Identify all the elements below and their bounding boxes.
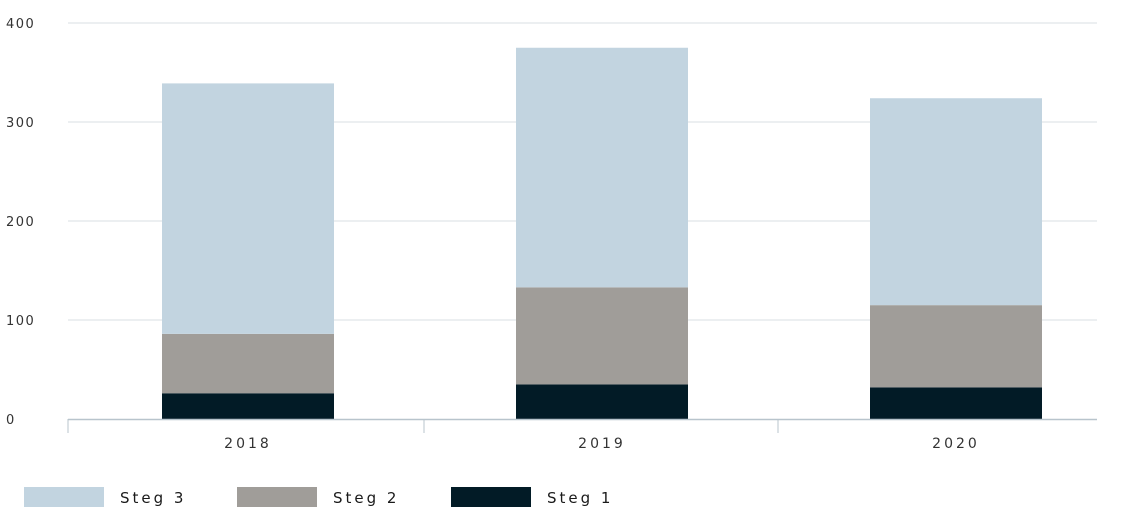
x-tick-label: 2020 — [932, 436, 980, 452]
bar-steg-3-2019 — [516, 47, 688, 288]
legend-item-steg-1[interactable]: Steg 1 — [451, 487, 613, 507]
bar-steg-3-2018 — [162, 83, 334, 334]
y-axis: 0 100 200 300 400 — [6, 17, 35, 428]
bar-steg-1-2019 — [516, 384, 688, 419]
legend-label: Steg 2 — [333, 489, 399, 507]
legend-item-steg-3[interactable]: Steg 3 — [24, 487, 186, 507]
bar-steg-2-2019 — [516, 287, 688, 385]
x-tick-label: 2019 — [578, 436, 626, 452]
legend-label: Steg 3 — [120, 489, 186, 507]
legend-swatch — [24, 487, 104, 507]
bar-steg-3-2020 — [870, 98, 1042, 306]
y-tick-label: 200 — [6, 215, 35, 230]
bar-steg-2-2020 — [870, 305, 1042, 388]
bars — [162, 47, 1042, 419]
x-axis: 2018 2019 2020 — [67, 418, 1097, 452]
legend-swatch — [237, 487, 317, 507]
legend-swatch — [451, 487, 531, 507]
legend-item-steg-2[interactable]: Steg 2 — [237, 487, 399, 507]
legend-label: Steg 1 — [547, 489, 613, 507]
y-tick-label: 0 — [6, 413, 16, 428]
x-tick-label: 2018 — [224, 436, 272, 452]
bar-steg-1-2018 — [162, 393, 334, 419]
y-tick-label: 100 — [6, 314, 35, 329]
bar-steg-2-2018 — [162, 333, 334, 394]
bar-steg-1-2020 — [870, 387, 1042, 419]
y-tick-label: 400 — [6, 17, 35, 32]
legend: Steg 3 Steg 2 Steg 1 — [24, 487, 613, 507]
y-tick-label: 300 — [6, 116, 35, 131]
